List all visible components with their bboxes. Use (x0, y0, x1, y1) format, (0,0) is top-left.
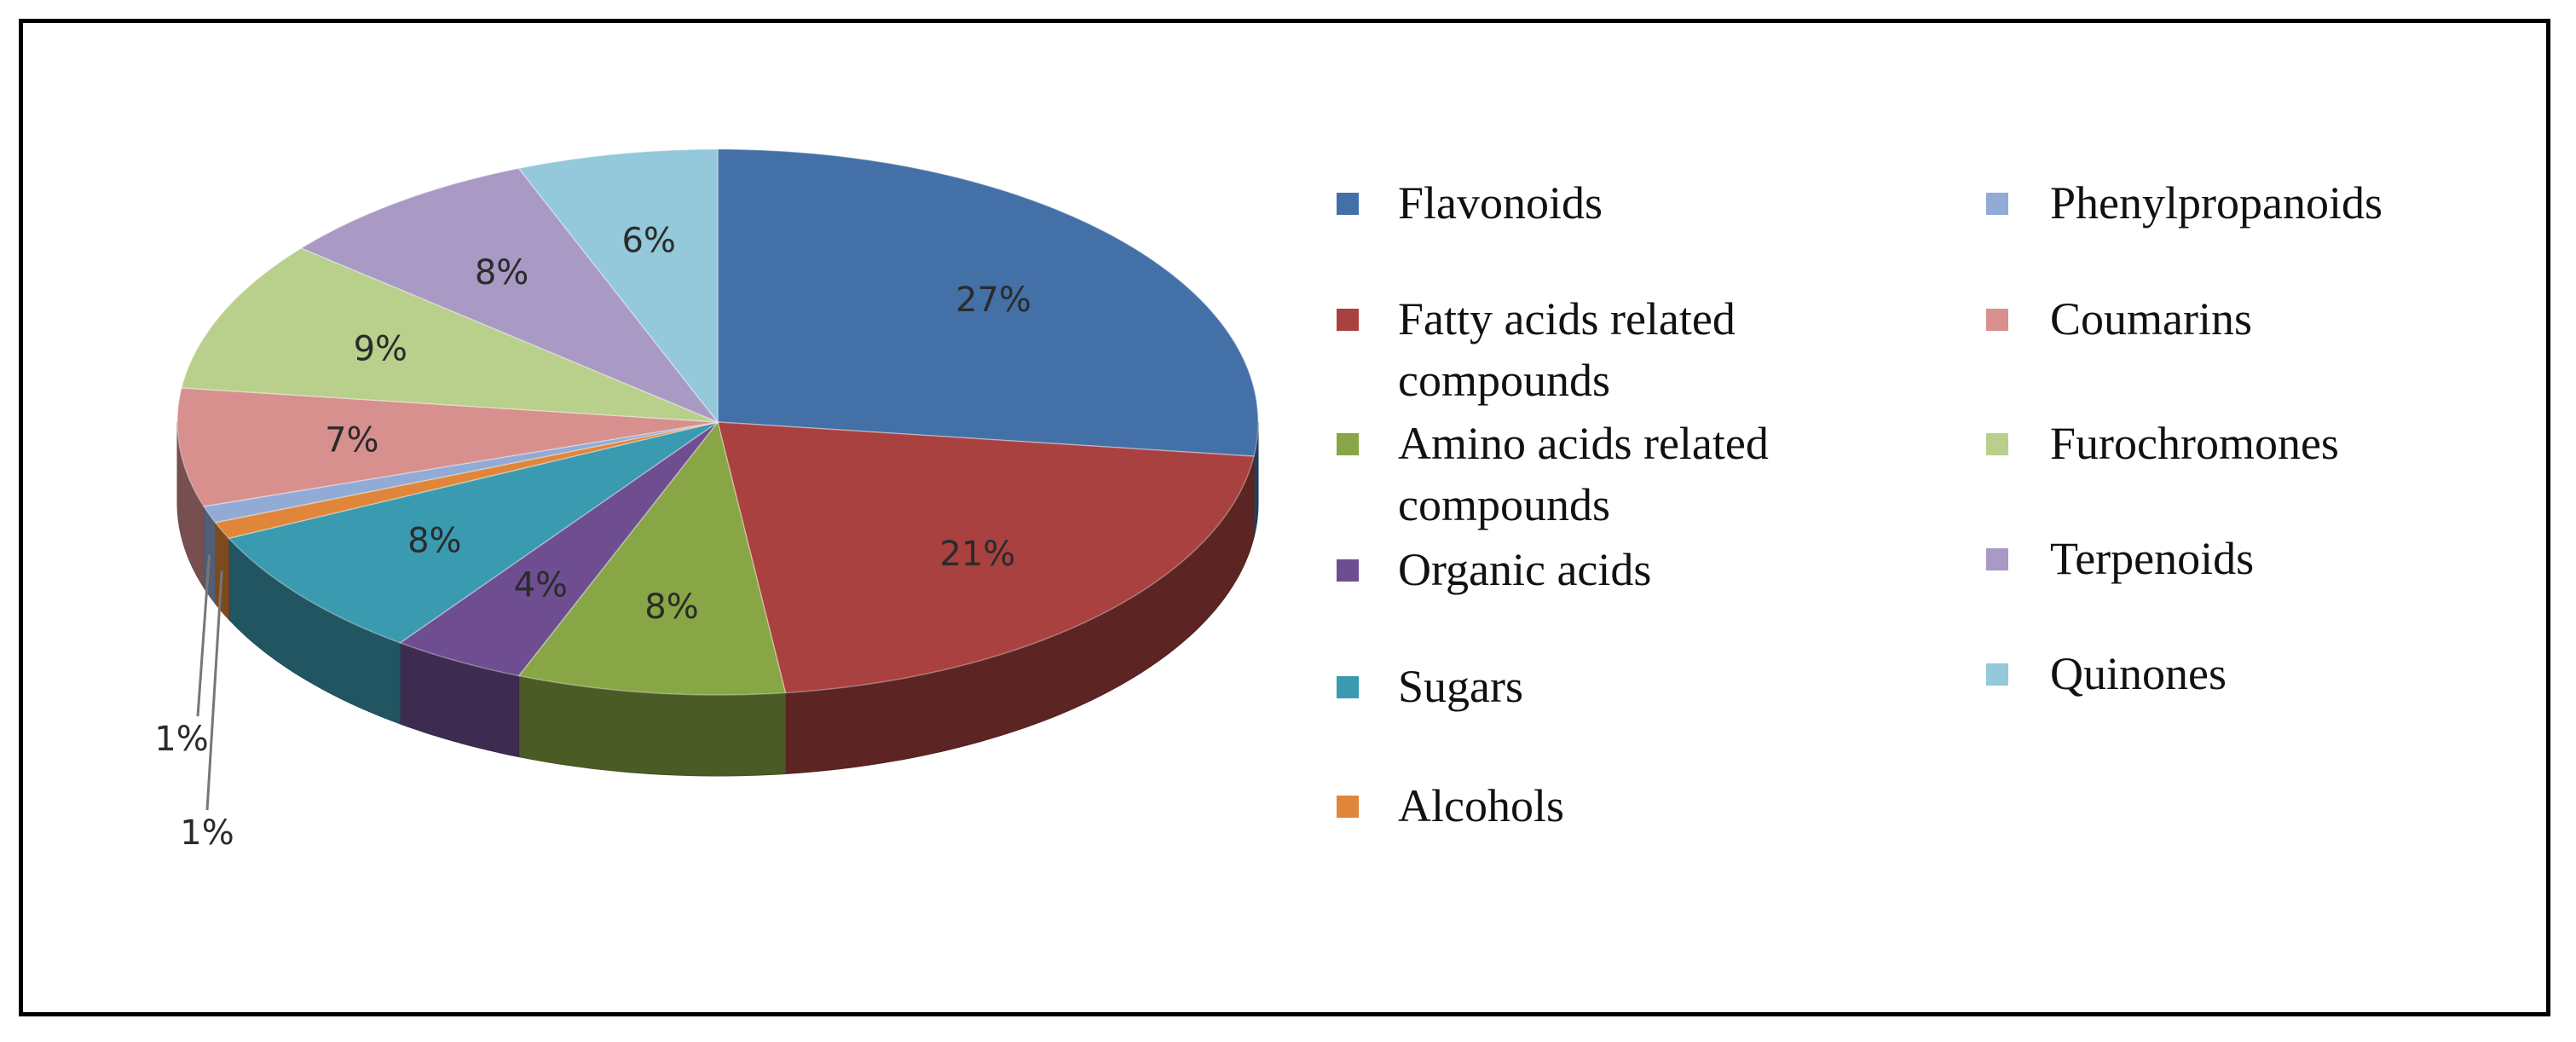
data-label: 1% (154, 720, 208, 759)
pie-slice-terpenoids (299, 167, 720, 424)
legend-item: Flavonoids (1337, 177, 1603, 229)
legend-swatch (1986, 309, 2008, 331)
legend-swatch (1337, 559, 1359, 582)
legend-item: Phenylpropanoids (1986, 177, 2383, 229)
pie-slice-amino-acids-related-compounds (517, 420, 787, 696)
data-label: 6% (621, 221, 675, 260)
legend-label: Alcohols (1398, 780, 1564, 831)
leader-line (205, 570, 223, 811)
legend-item: Fatty acids related compounds (1337, 293, 1736, 406)
legend-label: Coumarins (2050, 293, 2252, 344)
pie-slice-quinones (517, 148, 719, 425)
pie-side-coumarins (176, 421, 205, 589)
legend-item: Furochromones (1986, 418, 2339, 469)
legend-swatch (1337, 193, 1359, 215)
legend-swatch (1986, 433, 2008, 455)
data-label: 7% (325, 421, 378, 460)
legend-swatch (1337, 309, 1359, 331)
pie-top-faces (176, 148, 1259, 696)
data-label: 8% (475, 253, 528, 292)
legend-swatch (1986, 548, 2008, 570)
pie-slice-coumarins (176, 387, 719, 507)
data-label: 21% (939, 535, 1015, 574)
legend-label: Organic acids (1398, 544, 1651, 595)
legend-item: Alcohols (1337, 780, 1564, 831)
legend-swatch (1337, 433, 1359, 455)
legend-label: Fatty acids related (1398, 293, 1736, 344)
legend-label: Phenylpropanoids (2050, 177, 2383, 229)
data-label: 4% (514, 566, 568, 605)
data-label: 1% (180, 813, 234, 853)
pie-slice-sugars (227, 421, 719, 644)
pie-data-labels: 27% 21% 8% 4% 8% 1% 1% 7% 9% 8% 6% (154, 221, 1031, 853)
legend-item: Terpenoids (1986, 533, 2254, 584)
legend-swatch (1337, 676, 1359, 698)
pie-slice-furochromones (181, 247, 719, 423)
legend-item: Organic acids (1337, 544, 1651, 595)
legend-label: Quinones (2050, 648, 2227, 699)
legend-label: Terpenoids (2050, 533, 2254, 584)
legend-item: Coumarins (1986, 293, 2252, 344)
legend-swatch (1337, 796, 1359, 818)
legend-label: Amino acids related (1398, 418, 1769, 469)
legend-label: compounds (1398, 479, 1610, 530)
pie-slice-organic-acids (398, 421, 719, 677)
legend-label: Flavonoids (1398, 177, 1603, 229)
legend-item: Amino acids related compounds (1337, 418, 1769, 530)
data-label: 8% (644, 588, 698, 627)
data-label: 27% (956, 281, 1031, 320)
legend-swatch (1986, 193, 2008, 215)
data-label: 9% (354, 330, 407, 369)
pie-slice-flavonoids (717, 148, 1259, 457)
pie-side-alcohols (215, 521, 229, 621)
leader-line (196, 554, 211, 717)
pie-side-walls (176, 421, 1259, 777)
legend-swatch (1986, 663, 2008, 686)
legend-item: Quinones (1986, 648, 2227, 699)
legend-item: Sugars (1337, 661, 1523, 712)
pie-slice-fatty-acids-related-compounds (717, 421, 1255, 694)
legend-label: Sugars (1398, 661, 1523, 712)
legend-label: Furochromones (2050, 418, 2339, 469)
legend-label: compounds (1398, 355, 1610, 406)
data-label: 8% (407, 522, 461, 561)
